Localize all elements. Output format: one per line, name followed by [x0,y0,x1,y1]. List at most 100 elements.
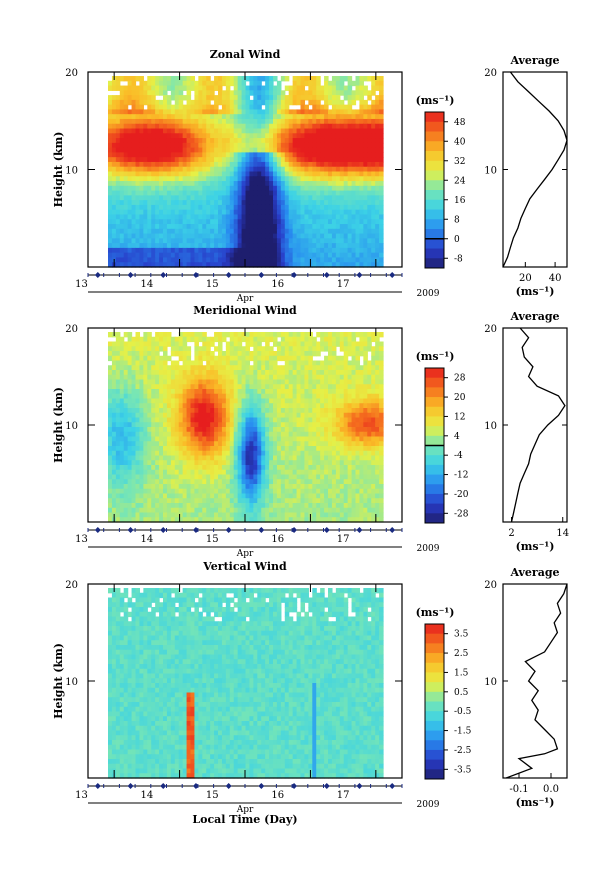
heatmap-cell [332,148,337,153]
heatmap-cell [261,224,266,229]
heatmap-cell [379,413,384,418]
heatmap-cell [112,124,117,129]
heatmap-cell [312,394,317,399]
heatmap-cell [277,460,282,465]
heatmap-cell [253,76,258,81]
heatmap-cell [352,124,357,129]
heatmap-cell [277,394,282,399]
heatmap-cell [194,200,199,205]
heatmap-cell [269,257,274,262]
heatmap-cell [265,432,270,437]
heatmap-cell [163,148,168,153]
heatmap-cell [222,451,227,456]
heatmap-cell [363,389,368,394]
heatmap-cell [348,403,353,408]
heatmap-cell [132,76,137,81]
heatmap-cell [257,370,262,375]
heatmap-cell [379,224,384,229]
heatmap-cell [120,243,125,248]
heatmap-cell [249,257,254,262]
heatmap-cell [257,90,262,95]
heatmap-cell [194,460,199,465]
heatmap-cell [328,138,333,143]
heatmap-cell [289,109,294,114]
heatmap-cell [336,332,341,337]
heatmap-cell [151,205,156,210]
heatmap-cell [120,351,125,356]
heatmap-cell [187,238,192,243]
heatmap-cell [265,81,270,86]
heatmap-cell [371,176,376,181]
heatmap-cell [210,172,215,177]
heatmap-cell [206,148,211,153]
heatmap-cell [139,205,144,210]
heatmap-cell [257,375,262,380]
heatmap-cell [194,356,199,361]
heatmap-cell [124,143,129,148]
heatmap-cell [226,81,231,86]
heatmap-cell [234,460,239,465]
heatmap-cell [163,361,168,366]
heatmap-cell [348,243,353,248]
heatmap-cell [171,157,176,162]
heatmap-cell [136,418,141,423]
heatmap-cell [289,413,294,418]
heatmap-cell [202,465,207,470]
heatmap-cell [257,210,262,215]
heatmap-cell [253,456,258,461]
heatmap-cell [218,332,223,337]
heatmap-cell [214,361,219,366]
heatmap-cell [210,81,215,86]
heatmap-cell [143,176,148,181]
heatmap-cell [194,361,199,366]
heatmap-cell [352,432,357,437]
heatmap-cell [344,157,349,162]
heatmap-cell [293,133,298,138]
heatmap-cell [139,475,144,480]
heatmap-cell [238,191,243,196]
heatmap-cell [218,229,223,234]
heatmap-cell [340,418,345,423]
heatmap-cell [136,114,141,119]
heatmap-cell [143,138,148,143]
heatmap-cell [238,422,243,427]
heatmap-cell [187,114,192,119]
heatmap-cell [375,375,380,380]
heatmap-cell [155,408,160,413]
heatmap-cell [320,176,325,181]
heatmap-cell [234,138,239,143]
heatmap-cell [124,176,129,181]
heatmap-cell [320,172,325,177]
heatmap-cell [218,167,223,172]
heatmap-cell [167,470,172,475]
heatmap-cell [139,157,144,162]
heatmap-cell [348,76,353,81]
heatmap-cell [304,475,309,480]
heatmap-cell [261,172,266,177]
heatmap-cell [348,375,353,380]
heatmap-cell [324,133,329,138]
heatmap-cell [159,460,164,465]
heatmap-cell [206,243,211,248]
heatmap-cell [375,119,380,124]
heatmap-cell [344,460,349,465]
heatmap-cell [289,129,294,134]
heatmap-cell [132,109,137,114]
heatmap-cell [246,191,251,196]
heatmap-cell [301,465,306,470]
heatmap-cell [352,234,357,239]
heatmap-cell [316,351,321,356]
heatmap-cell [316,138,321,143]
heatmap-cell [246,351,251,356]
heatmap-cell [183,109,188,114]
heatmap-cell [359,446,364,451]
heatmap-cell [344,224,349,229]
heatmap-cell [155,138,160,143]
heatmap-cell [171,403,176,408]
heatmap-cell [132,176,137,181]
heatmap-cell [261,365,266,370]
colorbar-segment [425,239,444,249]
heatmap-cell [293,432,298,437]
heatmap-cell [261,418,266,423]
heatmap-cell [167,114,172,119]
